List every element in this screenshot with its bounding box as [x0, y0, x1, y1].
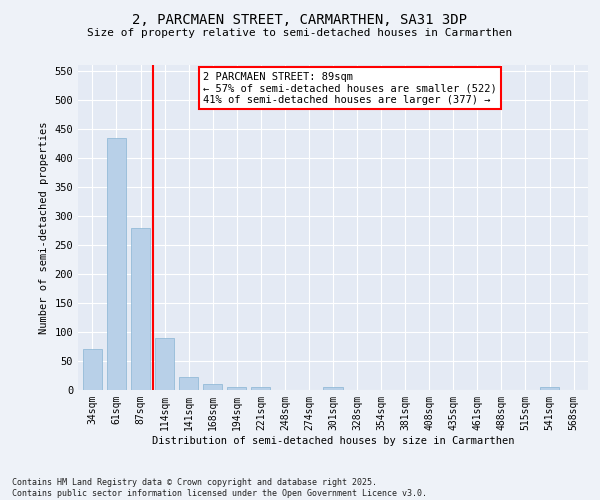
- Bar: [540, 387, 559, 390]
- Text: Size of property relative to semi-detached houses in Carmarthen: Size of property relative to semi-detach…: [88, 28, 512, 38]
- Bar: [179, 377, 198, 390]
- Text: Contains HM Land Registry data © Crown copyright and database right 2025.
Contai: Contains HM Land Registry data © Crown c…: [12, 478, 427, 498]
- Text: 2 PARCMAEN STREET: 89sqm
← 57% of semi-detached houses are smaller (522)
41% of : 2 PARCMAEN STREET: 89sqm ← 57% of semi-d…: [203, 72, 497, 104]
- Bar: [251, 387, 271, 390]
- X-axis label: Distribution of semi-detached houses by size in Carmarthen: Distribution of semi-detached houses by …: [152, 436, 514, 446]
- Bar: [83, 350, 102, 390]
- Bar: [155, 338, 174, 390]
- Bar: [323, 387, 343, 390]
- Y-axis label: Number of semi-detached properties: Number of semi-detached properties: [39, 121, 49, 334]
- Bar: [107, 138, 126, 390]
- Bar: [227, 387, 247, 390]
- Bar: [131, 228, 150, 390]
- Bar: [203, 384, 223, 390]
- Text: 2, PARCMAEN STREET, CARMARTHEN, SA31 3DP: 2, PARCMAEN STREET, CARMARTHEN, SA31 3DP: [133, 12, 467, 26]
